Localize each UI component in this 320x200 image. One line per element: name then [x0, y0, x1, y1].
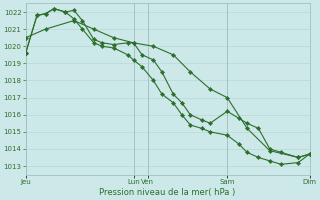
X-axis label: Pression niveau de la mer( hPa ): Pression niveau de la mer( hPa )	[100, 188, 236, 197]
